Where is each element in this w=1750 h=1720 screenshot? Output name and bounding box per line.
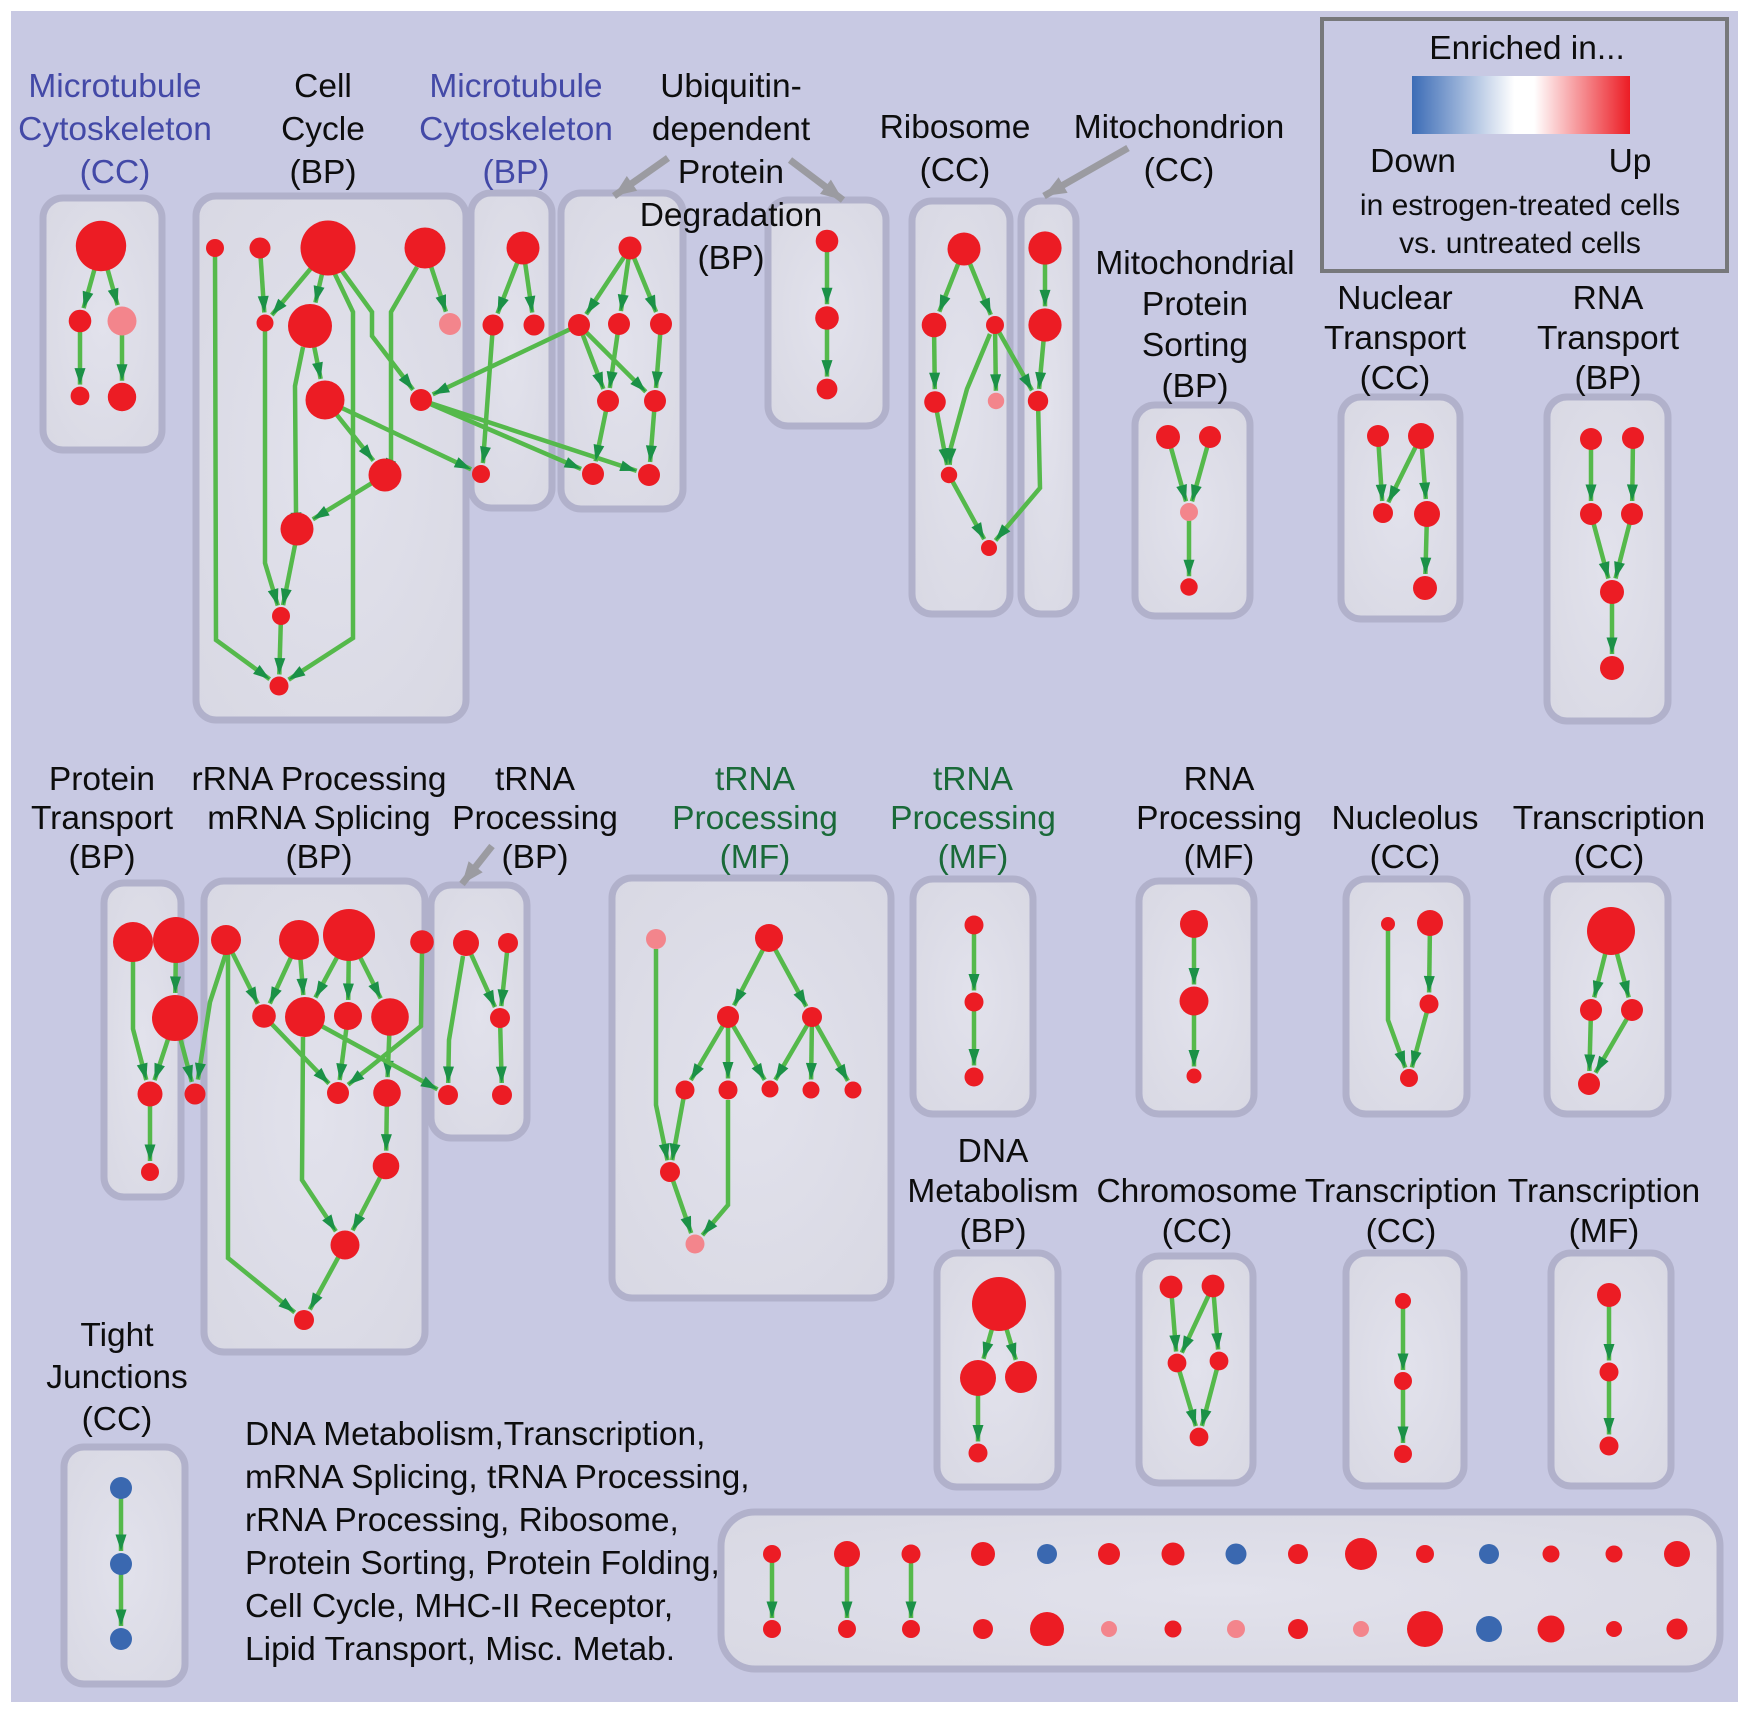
svg-text:(BP): (BP) — [502, 839, 569, 876]
svg-text:Protein: Protein — [49, 761, 155, 798]
svg-text:(MF): (MF) — [1569, 1213, 1640, 1250]
svg-text:Processing: Processing — [672, 800, 838, 837]
svg-text:(CC): (CC) — [920, 152, 991, 189]
svg-text:Cell Cycle, MHC-II Receptor,: Cell Cycle, MHC-II Receptor, — [245, 1588, 673, 1625]
svg-text:Cell: Cell — [294, 68, 352, 105]
svg-text:Transport: Transport — [31, 800, 174, 837]
svg-text:Microtubule: Microtubule — [429, 68, 602, 105]
svg-text:(BP): (BP) — [290, 154, 357, 191]
svg-text:(BP): (BP) — [1575, 360, 1642, 397]
svg-text:(BP): (BP) — [1162, 368, 1229, 405]
svg-text:(MF): (MF) — [938, 839, 1009, 876]
svg-text:Down: Down — [1370, 143, 1456, 180]
svg-text:Degradation: Degradation — [640, 197, 823, 234]
svg-text:Chromosome: Chromosome — [1096, 1173, 1297, 1210]
svg-text:(BP): (BP) — [483, 154, 550, 191]
svg-text:DNA: DNA — [958, 1133, 1029, 1170]
svg-text:Microtubule: Microtubule — [28, 68, 201, 105]
svg-text:tRNA: tRNA — [715, 761, 796, 798]
svg-text:(CC): (CC) — [1360, 360, 1431, 397]
svg-text:Mitochondrion: Mitochondrion — [1074, 109, 1284, 146]
svg-text:Up: Up — [1609, 143, 1652, 180]
svg-text:Processing: Processing — [452, 800, 618, 837]
svg-text:mRNA Splicing, tRNA Processing: mRNA Splicing, tRNA Processing, — [245, 1459, 750, 1496]
svg-text:Transcription: Transcription — [1513, 800, 1705, 837]
svg-text:vs. untreated cells: vs. untreated cells — [1399, 227, 1641, 260]
svg-text:Enriched in...: Enriched in... — [1429, 30, 1625, 67]
svg-text:DNA Metabolism,Transcription,: DNA Metabolism,Transcription, — [245, 1416, 705, 1453]
svg-text:Metabolism: Metabolism — [907, 1173, 1078, 1210]
svg-text:Transcription: Transcription — [1508, 1173, 1700, 1210]
svg-text:(CC): (CC) — [1366, 1213, 1437, 1250]
svg-text:dependent: dependent — [652, 111, 811, 148]
svg-text:Protein: Protein — [678, 154, 784, 191]
svg-text:Processing: Processing — [890, 800, 1056, 837]
svg-text:RNA: RNA — [1184, 761, 1255, 798]
svg-text:Cytoskeleton: Cytoskeleton — [419, 111, 613, 148]
svg-text:rRNA Processing: rRNA Processing — [191, 761, 446, 798]
svg-text:Nuclear: Nuclear — [1337, 280, 1452, 317]
svg-text:(CC): (CC) — [1144, 152, 1215, 189]
svg-text:Transport: Transport — [1324, 320, 1467, 357]
svg-text:Ribosome: Ribosome — [880, 109, 1031, 146]
svg-text:rRNA Processing, Ribosome,: rRNA Processing, Ribosome, — [245, 1502, 679, 1539]
svg-text:Cytoskeleton: Cytoskeleton — [18, 111, 212, 148]
svg-text:(BP): (BP) — [286, 839, 353, 876]
svg-text:(MF): (MF) — [720, 839, 791, 876]
svg-text:Processing: Processing — [1136, 800, 1302, 837]
svg-text:(CC): (CC) — [1162, 1213, 1233, 1250]
svg-text:Cycle: Cycle — [281, 111, 365, 148]
svg-text:Sorting: Sorting — [1142, 327, 1248, 364]
svg-text:Nucleolus: Nucleolus — [1331, 800, 1478, 837]
svg-text:Transcription: Transcription — [1305, 1173, 1497, 1210]
svg-text:(BP): (BP) — [69, 839, 136, 876]
svg-text:Transport: Transport — [1537, 320, 1680, 357]
svg-text:Mitochondrial: Mitochondrial — [1095, 245, 1294, 282]
svg-text:(CC): (CC) — [1574, 839, 1645, 876]
svg-text:Ubiquitin-: Ubiquitin- — [660, 68, 802, 105]
svg-text:tRNA: tRNA — [933, 761, 1014, 798]
svg-text:(CC): (CC) — [80, 154, 151, 191]
svg-text:Lipid Transport, Misc. Metab.: Lipid Transport, Misc. Metab. — [245, 1631, 675, 1668]
svg-text:Protein: Protein — [1142, 286, 1248, 323]
svg-text:Protein Sorting, Protein Foldi: Protein Sorting, Protein Folding, — [245, 1545, 720, 1582]
svg-text:RNA: RNA — [1573, 280, 1644, 317]
svg-text:(CC): (CC) — [82, 1401, 153, 1438]
svg-text:(CC): (CC) — [1370, 839, 1441, 876]
svg-text:(BP): (BP) — [698, 240, 765, 277]
svg-text:tRNA: tRNA — [495, 761, 576, 798]
svg-text:Junctions: Junctions — [46, 1359, 188, 1396]
svg-text:(MF): (MF) — [1184, 839, 1255, 876]
svg-text:in estrogen-treated cells: in estrogen-treated cells — [1360, 189, 1680, 222]
svg-text:mRNA Splicing: mRNA Splicing — [207, 800, 430, 837]
svg-text:Tight: Tight — [80, 1317, 154, 1354]
svg-text:(BP): (BP) — [960, 1213, 1027, 1250]
